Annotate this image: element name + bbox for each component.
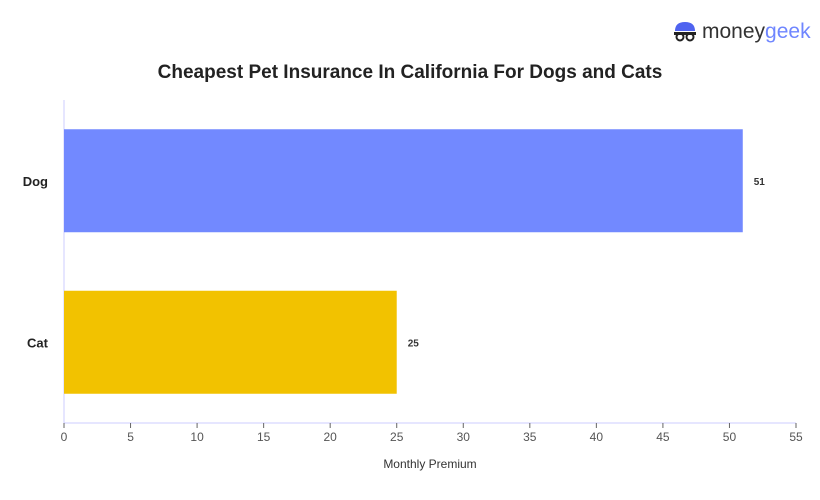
x-tick-label: 0 <box>61 430 68 444</box>
category-label: Dog <box>23 174 48 189</box>
x-tick-label: 10 <box>190 430 204 444</box>
chart-title: Cheapest Pet Insurance In California For… <box>157 62 663 83</box>
geek-face-icon <box>674 22 696 42</box>
bar-dog <box>64 129 743 233</box>
logo-text-money: money <box>702 20 766 43</box>
logo-text-geek: geek <box>765 20 811 43</box>
x-tick-label: 50 <box>723 430 737 444</box>
x-tick-label: 45 <box>656 430 670 444</box>
x-axis-label: Monthly Premium <box>383 457 476 471</box>
x-tick-label: 40 <box>590 430 604 444</box>
moneygeek-logo: money geek <box>672 20 811 44</box>
category-label: Cat <box>27 335 49 350</box>
x-tick-label: 30 <box>457 430 471 444</box>
data-label: 51 <box>754 177 766 188</box>
x-tick-label: 5 <box>127 430 134 444</box>
data-label: 25 <box>408 338 420 349</box>
x-tick-label: 15 <box>257 430 271 444</box>
x-tick-label: 55 <box>789 430 803 444</box>
bar-cat <box>64 290 397 394</box>
x-tick-label: 20 <box>324 430 338 444</box>
x-tick-label: 25 <box>390 430 404 444</box>
x-tick-label: 35 <box>523 430 537 444</box>
